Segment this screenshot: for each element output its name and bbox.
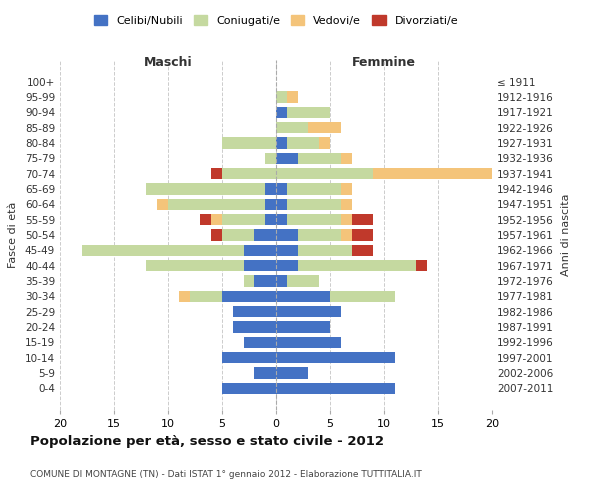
- Bar: [244, 244, 276, 256]
- Bar: [276, 382, 395, 394]
- Bar: [298, 244, 352, 256]
- Bar: [244, 260, 276, 272]
- Bar: [287, 183, 341, 194]
- Bar: [276, 168, 373, 179]
- Bar: [82, 244, 244, 256]
- Bar: [287, 198, 341, 210]
- Bar: [222, 382, 276, 394]
- Bar: [276, 306, 341, 318]
- Bar: [211, 214, 222, 226]
- Bar: [222, 214, 265, 226]
- Bar: [416, 260, 427, 272]
- Bar: [319, 137, 330, 148]
- Bar: [233, 322, 276, 333]
- Bar: [222, 290, 276, 302]
- Bar: [276, 91, 287, 102]
- Bar: [287, 214, 341, 226]
- Bar: [352, 244, 373, 256]
- Bar: [287, 276, 319, 287]
- Bar: [276, 122, 308, 134]
- Bar: [190, 290, 222, 302]
- Legend: Celibi/Nubili, Coniugati/e, Vedovi/e, Divorziati/e: Celibi/Nubili, Coniugati/e, Vedovi/e, Di…: [89, 10, 463, 30]
- Bar: [276, 137, 287, 148]
- Bar: [298, 260, 416, 272]
- Bar: [276, 183, 287, 194]
- Bar: [352, 214, 373, 226]
- Bar: [146, 260, 244, 272]
- Bar: [200, 214, 211, 226]
- Bar: [168, 198, 265, 210]
- Bar: [276, 368, 308, 379]
- Bar: [222, 137, 276, 148]
- Text: Femmine: Femmine: [352, 56, 416, 70]
- Bar: [341, 183, 352, 194]
- Bar: [233, 306, 276, 318]
- Bar: [341, 229, 352, 241]
- Bar: [276, 322, 330, 333]
- Bar: [276, 244, 298, 256]
- Bar: [341, 152, 352, 164]
- Bar: [254, 368, 276, 379]
- Bar: [330, 290, 395, 302]
- Bar: [254, 276, 276, 287]
- Bar: [211, 168, 222, 179]
- Bar: [276, 214, 287, 226]
- Bar: [276, 260, 298, 272]
- Bar: [341, 214, 352, 226]
- Text: Maschi: Maschi: [143, 56, 193, 70]
- Bar: [352, 229, 373, 241]
- Bar: [287, 91, 298, 102]
- Bar: [211, 229, 222, 241]
- Y-axis label: Fasce di età: Fasce di età: [8, 202, 18, 268]
- Bar: [308, 122, 341, 134]
- Bar: [276, 152, 298, 164]
- Bar: [298, 152, 341, 164]
- Bar: [276, 352, 395, 364]
- Bar: [265, 214, 276, 226]
- Bar: [244, 336, 276, 348]
- Bar: [265, 198, 276, 210]
- Text: COMUNE DI MONTAGNE (TN) - Dati ISTAT 1° gennaio 2012 - Elaborazione TUTTITALIA.I: COMUNE DI MONTAGNE (TN) - Dati ISTAT 1° …: [30, 470, 422, 479]
- Bar: [146, 183, 265, 194]
- Bar: [287, 137, 319, 148]
- Bar: [373, 168, 492, 179]
- Bar: [265, 152, 276, 164]
- Bar: [157, 198, 168, 210]
- Y-axis label: Anni di nascita: Anni di nascita: [560, 194, 571, 276]
- Bar: [298, 229, 341, 241]
- Bar: [222, 168, 276, 179]
- Bar: [222, 352, 276, 364]
- Bar: [265, 183, 276, 194]
- Bar: [276, 198, 287, 210]
- Bar: [276, 229, 298, 241]
- Bar: [276, 336, 341, 348]
- Bar: [179, 290, 190, 302]
- Bar: [244, 276, 254, 287]
- Bar: [341, 198, 352, 210]
- Bar: [276, 290, 330, 302]
- Bar: [222, 229, 254, 241]
- Bar: [276, 106, 287, 118]
- Bar: [276, 276, 287, 287]
- Bar: [254, 229, 276, 241]
- Text: Popolazione per età, sesso e stato civile - 2012: Popolazione per età, sesso e stato civil…: [30, 435, 384, 448]
- Bar: [287, 106, 330, 118]
